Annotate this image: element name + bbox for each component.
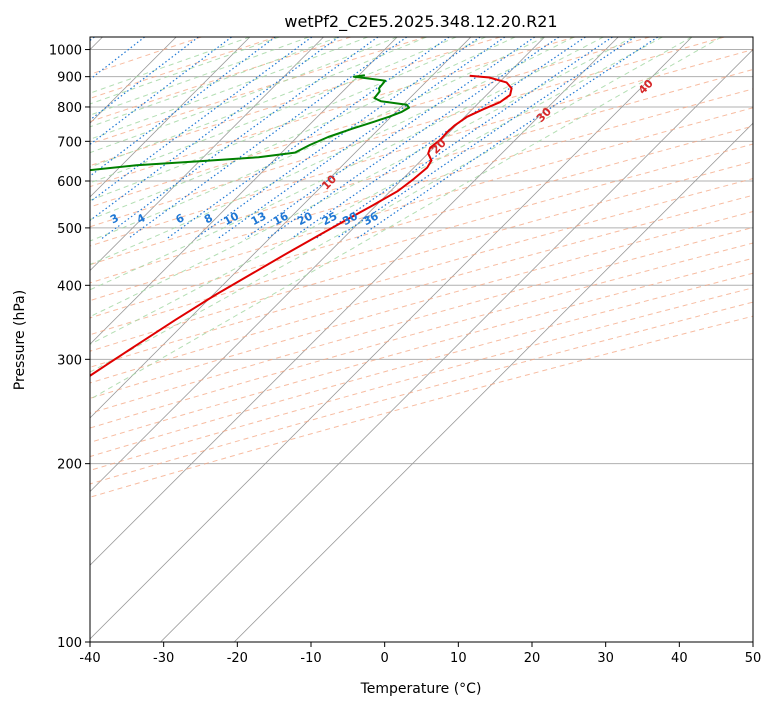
moist-adiabat bbox=[90, 37, 251, 94]
mixing-ratio-label: 13 bbox=[249, 209, 269, 228]
mixing-ratio-label: 16 bbox=[271, 209, 291, 228]
dry-adiabat bbox=[90, 301, 753, 485]
x-tick-label: 30 bbox=[597, 651, 614, 666]
y-tick-label: 500 bbox=[57, 222, 82, 237]
y-tick-label: 1000 bbox=[49, 44, 82, 59]
x-tick-label: -40 bbox=[79, 651, 100, 666]
y-tick-label: 300 bbox=[57, 353, 82, 368]
mixing-ratio-line bbox=[336, 37, 636, 239]
mixing-ratio-line bbox=[267, 37, 560, 239]
dry-adiabat bbox=[90, 37, 277, 99]
dry-adiabat bbox=[90, 68, 753, 266]
y-tick-label: 200 bbox=[57, 458, 82, 473]
mixing-ratio-label: 10 bbox=[221, 209, 241, 228]
dry-adiabat bbox=[90, 226, 753, 414]
x-tick-label: -10 bbox=[300, 651, 321, 666]
dry-adiabat bbox=[90, 125, 753, 319]
isotherm bbox=[90, 37, 324, 272]
dry-adiabat bbox=[90, 143, 753, 336]
dry-adiabat bbox=[90, 37, 576, 188]
x-tick-label: 20 bbox=[524, 651, 541, 666]
dry-adiabat bbox=[90, 257, 753, 443]
mixing-ratio-line bbox=[195, 37, 481, 239]
dry-adiabat bbox=[90, 37, 501, 167]
x-tick-label: -30 bbox=[153, 651, 174, 666]
dry-adiabat bbox=[90, 37, 650, 208]
moist-adiabat bbox=[90, 37, 604, 291]
mixing-ratio-label: 36 bbox=[361, 209, 381, 228]
mixing-ratio-label: 25 bbox=[320, 209, 340, 228]
isotherm bbox=[90, 37, 251, 198]
x-axis-label: Temperature (°C) bbox=[360, 681, 482, 697]
mixing-ratio-line bbox=[90, 37, 339, 222]
y-tick-label: 700 bbox=[57, 135, 82, 150]
x-tick-label: 40 bbox=[671, 651, 688, 666]
chart-title: wetPf2_C2E5.2025.348.12.20.R21 bbox=[284, 12, 557, 32]
mixing-ratio-line bbox=[356, 37, 659, 239]
y-tick-label: 800 bbox=[57, 101, 82, 116]
isotherm bbox=[90, 37, 398, 345]
mixing-ratio-line bbox=[315, 37, 613, 239]
moist-adiabat bbox=[90, 37, 545, 242]
y-tick-label: 900 bbox=[57, 71, 82, 86]
mixing-ratio-line bbox=[90, 37, 199, 121]
moist-adiabat bbox=[90, 37, 693, 373]
isotherm bbox=[90, 37, 619, 566]
dry-adiabat bbox=[90, 272, 753, 458]
plot-frame bbox=[89, 36, 754, 643]
isotherm bbox=[160, 48, 753, 642]
isotherm bbox=[233, 122, 753, 642]
mixing-ratio-line bbox=[90, 37, 313, 203]
mixing-ratio-label: 20 bbox=[295, 209, 315, 228]
dry-adiabat bbox=[90, 211, 753, 399]
moist-adiabat bbox=[90, 37, 398, 154]
mixing-ratio-line bbox=[90, 37, 276, 177]
isotherm bbox=[90, 37, 693, 640]
mixing-ratio-line bbox=[90, 37, 232, 146]
moist-adiabat bbox=[90, 37, 280, 105]
mixing-ratio-line bbox=[128, 37, 408, 239]
moist-adiabat bbox=[90, 37, 309, 116]
y-tick-label: 600 bbox=[57, 175, 82, 190]
x-tick-label: 10 bbox=[450, 651, 467, 666]
dry-adiabat bbox=[90, 37, 725, 228]
mixing-ratio-label: 30 bbox=[340, 209, 360, 228]
y-tick-label: 100 bbox=[57, 636, 82, 651]
dry-adiabat bbox=[90, 315, 753, 498]
moist-adiabat bbox=[90, 37, 575, 265]
x-tick-label: -20 bbox=[227, 651, 248, 666]
y-tick-label: 400 bbox=[57, 279, 82, 294]
dry-adiabat bbox=[90, 37, 351, 123]
dewpoint-profile-line bbox=[90, 74, 411, 172]
x-tick-label: 0 bbox=[381, 651, 389, 666]
temperature-profile-line bbox=[90, 74, 513, 377]
y-axis-label: Pressure (hPa) bbox=[12, 290, 28, 390]
moist-adiabat bbox=[90, 37, 722, 400]
x-tick-label: 50 bbox=[745, 651, 762, 666]
mixing-ratio-line bbox=[166, 37, 450, 239]
moist-adiabat bbox=[90, 37, 486, 201]
